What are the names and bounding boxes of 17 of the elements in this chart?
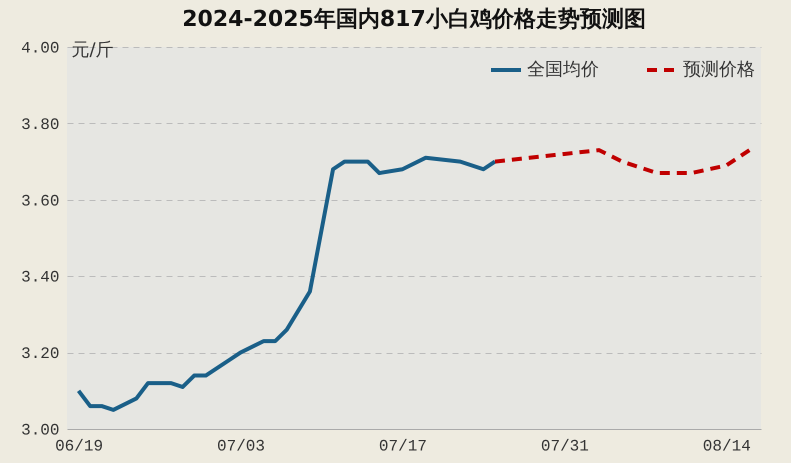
- line-series: [76, 156, 497, 412]
- legend-label: 预测价格: [683, 59, 755, 80]
- y-tick-label: 4.00: [21, 40, 60, 58]
- line-series: [492, 148, 752, 176]
- x-tick-label: 06/19: [55, 438, 104, 456]
- x-tick-label: 08/14: [702, 438, 751, 456]
- y-tick-label: 3.00: [21, 422, 60, 440]
- y-tick-label: 3.20: [21, 345, 60, 364]
- y-tick-label: 3.40: [21, 268, 60, 287]
- y-axis-title: 元/斤: [72, 40, 114, 60]
- x-tick-label: 07/03: [216, 438, 266, 456]
- y-tick-label: 3.60: [21, 192, 60, 210]
- x-tick-label: 07/17: [378, 438, 427, 456]
- legend-label: 全国均价: [527, 59, 599, 80]
- x-tick-label: 07/31: [540, 438, 589, 456]
- chart-title: 2024-2025年国内817小白鸡价格走势预测图: [182, 7, 646, 32]
- y-tick-label: 3.80: [21, 116, 60, 134]
